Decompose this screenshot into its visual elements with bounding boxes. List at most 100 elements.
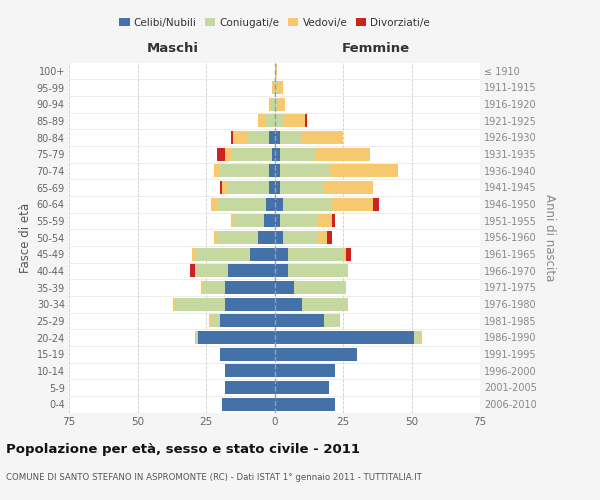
Bar bbox=[280, 131, 302, 144]
Bar bbox=[275, 364, 335, 378]
Bar bbox=[283, 198, 332, 210]
Bar bbox=[414, 331, 420, 344]
Bar bbox=[250, 248, 275, 260]
Bar bbox=[225, 281, 275, 294]
Bar bbox=[176, 298, 225, 310]
Bar bbox=[225, 298, 275, 310]
Bar bbox=[302, 131, 343, 144]
Text: COMUNE DI SANTO STEFANO IN ASPROMONTE (RC) - Dati ISTAT 1° gennaio 2011 - TUTTIT: COMUNE DI SANTO STEFANO IN ASPROMONTE (R… bbox=[6, 472, 422, 482]
Bar bbox=[258, 231, 275, 244]
Bar bbox=[275, 181, 280, 194]
Bar bbox=[275, 248, 288, 260]
Bar bbox=[373, 198, 379, 210]
Bar bbox=[220, 181, 223, 194]
Bar bbox=[275, 398, 335, 410]
Bar bbox=[324, 314, 340, 328]
Bar bbox=[211, 198, 217, 210]
Bar bbox=[332, 198, 373, 210]
Bar bbox=[275, 131, 280, 144]
Bar bbox=[195, 248, 250, 260]
Bar bbox=[329, 164, 398, 177]
Bar bbox=[214, 164, 220, 177]
Bar bbox=[277, 81, 283, 94]
Bar bbox=[230, 148, 272, 160]
Bar bbox=[275, 214, 280, 228]
Bar bbox=[343, 248, 346, 260]
Bar bbox=[275, 64, 277, 78]
Bar bbox=[195, 331, 198, 344]
Bar bbox=[324, 181, 373, 194]
Bar bbox=[173, 298, 176, 310]
Bar bbox=[275, 381, 329, 394]
Bar bbox=[275, 331, 414, 344]
Bar bbox=[228, 181, 269, 194]
Bar bbox=[275, 298, 302, 310]
Bar bbox=[233, 214, 263, 228]
Bar bbox=[275, 164, 280, 177]
Bar bbox=[220, 164, 269, 177]
Bar bbox=[203, 281, 225, 294]
Bar bbox=[192, 248, 195, 260]
Bar bbox=[275, 81, 277, 94]
Bar bbox=[280, 181, 324, 194]
Bar bbox=[283, 231, 319, 244]
Bar bbox=[277, 98, 286, 110]
Bar bbox=[275, 114, 283, 128]
Bar bbox=[225, 148, 230, 160]
Text: Femmine: Femmine bbox=[342, 42, 410, 55]
Text: Popolazione per età, sesso e stato civile - 2011: Popolazione per età, sesso e stato civil… bbox=[6, 442, 360, 456]
Bar bbox=[272, 81, 275, 94]
Bar bbox=[195, 264, 228, 278]
Bar bbox=[269, 131, 275, 144]
Bar bbox=[332, 214, 335, 228]
Bar bbox=[319, 214, 332, 228]
Bar bbox=[283, 114, 305, 128]
Bar bbox=[220, 348, 275, 360]
Bar bbox=[225, 364, 275, 378]
Bar bbox=[275, 314, 324, 328]
Bar bbox=[220, 314, 275, 328]
Bar bbox=[217, 198, 266, 210]
Bar bbox=[288, 264, 349, 278]
Legend: Celibi/Nubili, Coniugati/e, Vedovi/e, Divorziati/e: Celibi/Nubili, Coniugati/e, Vedovi/e, Di… bbox=[115, 14, 434, 32]
Bar bbox=[190, 264, 195, 278]
Bar bbox=[211, 314, 220, 328]
Bar bbox=[200, 281, 203, 294]
Bar bbox=[217, 148, 225, 160]
Bar bbox=[305, 114, 307, 128]
Bar bbox=[280, 148, 316, 160]
Bar bbox=[217, 231, 258, 244]
Bar bbox=[223, 181, 228, 194]
Text: Maschi: Maschi bbox=[147, 42, 199, 55]
Bar bbox=[272, 98, 275, 110]
Bar bbox=[275, 264, 288, 278]
Bar bbox=[263, 214, 275, 228]
Bar bbox=[247, 131, 269, 144]
Bar bbox=[316, 148, 370, 160]
Bar bbox=[233, 131, 247, 144]
Bar bbox=[326, 231, 332, 244]
Bar bbox=[275, 348, 356, 360]
Bar bbox=[280, 164, 329, 177]
Bar bbox=[225, 381, 275, 394]
Bar bbox=[275, 98, 277, 110]
Bar bbox=[269, 181, 275, 194]
Bar bbox=[272, 148, 275, 160]
Bar bbox=[275, 198, 283, 210]
Bar bbox=[275, 231, 283, 244]
Bar bbox=[223, 398, 275, 410]
Bar bbox=[420, 331, 422, 344]
Bar bbox=[230, 131, 233, 144]
Bar bbox=[266, 198, 275, 210]
Bar bbox=[214, 231, 217, 244]
Bar bbox=[346, 248, 351, 260]
Bar bbox=[209, 314, 211, 328]
Bar bbox=[288, 248, 343, 260]
Bar bbox=[228, 264, 275, 278]
Bar bbox=[275, 281, 293, 294]
Bar bbox=[275, 148, 280, 160]
Bar bbox=[269, 98, 272, 110]
Y-axis label: Anni di nascita: Anni di nascita bbox=[542, 194, 556, 281]
Y-axis label: Fasce di età: Fasce di età bbox=[19, 202, 32, 272]
Bar bbox=[302, 298, 349, 310]
